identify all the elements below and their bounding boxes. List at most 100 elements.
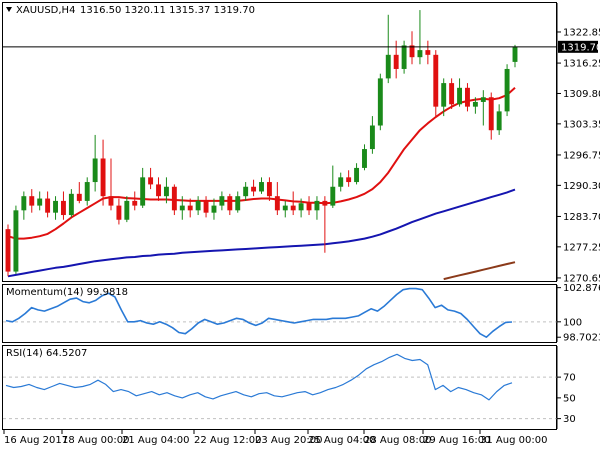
rsi-tick-label: 70 (563, 373, 576, 384)
price-plot-area (3, 10, 557, 281)
candle-body (13, 210, 19, 272)
rsi-axis: 70 50 30 (556, 346, 576, 429)
sma-fast-line (7, 87, 516, 240)
time-tick-label: 31 Aug 00:00 (480, 435, 547, 446)
candle-body (251, 186, 257, 192)
time-tick-label: 25 Aug 04:00 (308, 435, 375, 446)
candle-body (37, 198, 43, 206)
candle-body (179, 205, 185, 211)
momentum-tick-label: 98.7023 (563, 333, 600, 344)
price-tick-label: 1303.35 (563, 119, 600, 130)
candle-body (132, 200, 138, 206)
candle-body (488, 97, 494, 131)
candle-body (235, 196, 241, 211)
momentum-tick-label: 102.8767 (563, 283, 600, 294)
candle-body (100, 158, 106, 197)
candle-body (259, 182, 264, 192)
candle-body (290, 205, 296, 211)
candle-body (116, 205, 122, 220)
current-price-label: 1319.70 (561, 42, 600, 53)
time-tick-label: 16 Aug 2017 (4, 435, 68, 446)
candle-body (266, 182, 272, 197)
symbol-label: XAUUSD,H4 (16, 5, 75, 16)
candle-body (338, 177, 344, 187)
candle-body (472, 101, 478, 107)
candle-body (21, 196, 27, 211)
time-tick-label: 23 Aug 20:00 (255, 435, 322, 446)
time-tick-label: 18 Aug 00:00 (62, 435, 129, 446)
price-tick-label: 1290.30 (563, 181, 600, 192)
candle-body (298, 203, 304, 211)
candle-body (369, 125, 375, 150)
rsi-line (5, 353, 513, 401)
rsi-title: RSI(14) 64.5207 (6, 348, 87, 359)
candle-body (385, 54, 391, 79)
price-tick-label: 1296.75 (563, 150, 600, 161)
candle-body (433, 54, 439, 107)
candle-body (441, 83, 447, 107)
ohlc-label: 1316.50 1320.11 1315.37 1319.70 (80, 5, 255, 16)
candle-body (60, 200, 66, 216)
candle-body (163, 186, 169, 197)
candle-body (330, 186, 336, 206)
momentum-plot-area (3, 287, 557, 338)
candle-body (156, 184, 161, 197)
candle-body (211, 205, 217, 213)
time-tick-label: 22 Aug 12:00 (194, 435, 261, 446)
sma-slow-line (443, 261, 516, 281)
candle-body (322, 200, 328, 206)
time-tick-label: 29 Aug 16:00 (423, 435, 490, 446)
rsi-panel-frame (2, 345, 557, 430)
candle-body (92, 158, 98, 183)
candle-body (187, 205, 193, 211)
candle-body (504, 68, 510, 112)
candle-body (362, 149, 367, 168)
candle-body (377, 78, 383, 126)
candle-body (124, 200, 130, 220)
price-tick-label: 1322.85 (563, 27, 600, 38)
candle-body (195, 200, 201, 211)
momentum-title: Momentum(14) 99.9818 (6, 287, 128, 298)
candle-body (393, 54, 399, 69)
candle-body (306, 203, 312, 211)
collapse-triangle-icon[interactable] (6, 7, 12, 12)
candle-body (108, 196, 114, 206)
candle-body (401, 45, 407, 69)
candle-body (203, 200, 209, 213)
candle-body (480, 97, 486, 102)
momentum-tick-label: 100 (563, 317, 582, 328)
candle-body (417, 50, 423, 58)
price-tick-label: 1270.65 (563, 273, 600, 284)
price-tick-label: 1316.25 (563, 59, 600, 70)
sma-mid-line (7, 188, 516, 278)
candle-body (457, 87, 463, 105)
candle-body (274, 196, 280, 211)
candle-body (314, 200, 320, 211)
candle-body (496, 111, 502, 131)
current-price-box (558, 40, 598, 53)
momentum-axis: 102.8767 100 98.7023 (556, 283, 600, 344)
candle-body (465, 87, 470, 107)
rsi-tick-label: 50 (563, 393, 576, 404)
time-tick-label: 21 Aug 04:00 (122, 435, 189, 446)
candle-body (45, 198, 51, 213)
candle-body (148, 177, 154, 185)
rsi-panel: 70 50 30 RSI(14) 64.5207 (2, 345, 576, 430)
price-panel: 1322.85 1316.25 1309.80 1303.35 1296.75 1290.… (2, 2, 600, 284)
price-tick-label: 1277.25 (563, 242, 600, 253)
candle-body (282, 205, 288, 211)
candle-body (243, 186, 249, 197)
rsi-plot-area (3, 353, 557, 420)
candle-body (171, 186, 177, 211)
candle-body (449, 83, 455, 105)
candle-body (53, 200, 58, 213)
candle-body (227, 196, 233, 211)
candle-body (346, 177, 352, 183)
momentum-line (5, 287, 513, 338)
rsi-tick-label: 30 (563, 414, 576, 425)
price-tick-label: 1309.80 (563, 89, 600, 100)
candle-body (409, 45, 415, 58)
time-tick-label: 28 Aug 08:00 (364, 435, 431, 446)
momentum-panel-frame (2, 284, 557, 343)
